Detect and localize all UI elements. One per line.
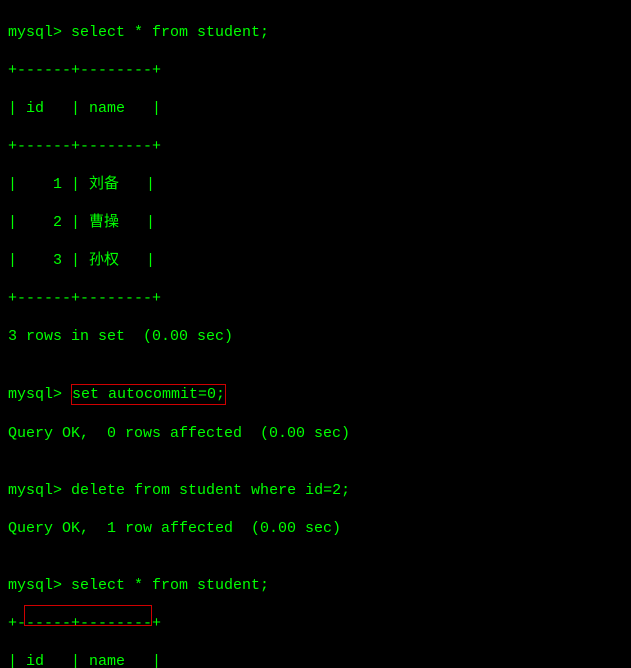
table-row: | 3 | 孙权 | — [8, 251, 623, 270]
table-border: +------+--------+ — [8, 137, 623, 156]
table-border: +------+--------+ — [8, 289, 623, 308]
terminal: mysql> select * from student; +------+--… — [0, 0, 631, 668]
table-header: | id | name | — [8, 652, 623, 668]
mysql-prompt: mysql> — [8, 24, 62, 41]
query-ok: Query OK, 1 row affected (0.00 sec) — [8, 519, 623, 538]
table-border: +------+--------+ — [8, 61, 623, 80]
highlight-autocommit: set autocommit=0; — [71, 384, 226, 405]
mysql-prompt: mysql> — [8, 577, 62, 594]
sql-select: select * from student; — [71, 577, 269, 594]
prompt-line: mysql> select * from student; — [8, 576, 623, 595]
sql-delete: delete from student where id=2; — [71, 482, 350, 499]
table-row: | 2 | 曹操 | — [8, 213, 623, 232]
sql-set-autocommit: set autocommit=0; — [72, 386, 225, 403]
sql-select: select * from student; — [71, 24, 269, 41]
highlight-restored-row — [24, 605, 152, 626]
query-ok: Query OK, 0 rows affected (0.00 sec) — [8, 424, 623, 443]
prompt-line: mysql> set autocommit=0; — [8, 384, 623, 405]
prompt-line: mysql> delete from student where id=2; — [8, 481, 623, 500]
table-header: | id | name | — [8, 99, 623, 118]
prompt-line: mysql> select * from student; — [8, 23, 623, 42]
mysql-prompt: mysql> — [8, 482, 62, 499]
result-summary: 3 rows in set (0.00 sec) — [8, 327, 623, 346]
table-row: | 1 | 刘备 | — [8, 175, 623, 194]
